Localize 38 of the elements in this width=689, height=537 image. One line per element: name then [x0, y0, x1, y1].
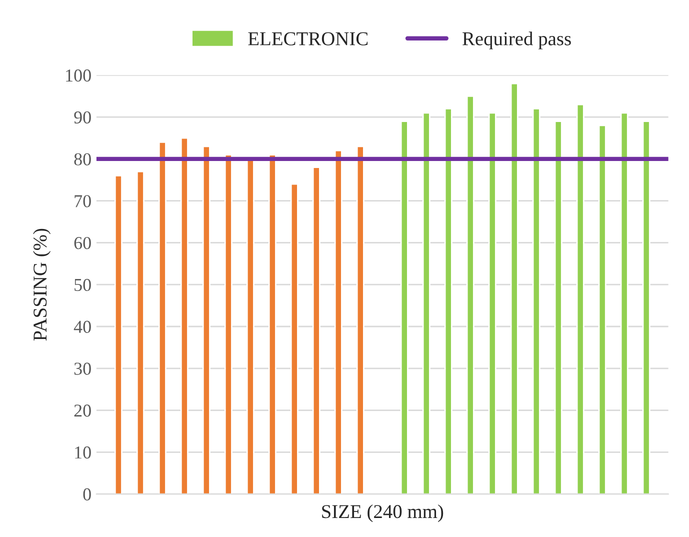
bar [466, 95, 474, 494]
bar [202, 146, 210, 494]
bar [290, 183, 298, 494]
bar [422, 112, 430, 494]
bar [576, 104, 584, 494]
y-tick-label: 100 [66, 69, 91, 82]
bar [620, 112, 628, 494]
bar [598, 124, 606, 494]
bar [114, 175, 122, 494]
y-tick-label: 10 [75, 446, 91, 459]
y-tick-label: 90 [74, 111, 91, 124]
bar [488, 112, 496, 494]
bar [510, 82, 518, 494]
bar [158, 142, 166, 494]
bar [224, 154, 232, 494]
bar [268, 154, 276, 494]
bar [642, 120, 650, 494]
y-tick-label: 60 [74, 236, 91, 250]
bar [400, 120, 408, 494]
bar [180, 137, 188, 494]
y-tick-label: 70 [74, 195, 91, 208]
y-tick-label: 40 [74, 320, 91, 333]
y-tick-label: 80 [74, 153, 91, 166]
bar [554, 120, 562, 494]
x-axis-title: SIZE (240 mm) [322, 504, 444, 522]
y-tick-label: 20 [74, 404, 91, 417]
bar [444, 108, 452, 494]
bar [356, 146, 364, 494]
legend-label: ELECTRONIC [248, 32, 368, 46]
y-tick-label: 50 [74, 278, 91, 292]
y-tick-label: 30 [74, 362, 91, 375]
bar [312, 166, 320, 494]
bar [532, 108, 540, 494]
y-tick-label: 0 [83, 488, 91, 500]
bar [334, 150, 342, 494]
y-axis-title: PASSING (%) [32, 228, 51, 341]
bar [136, 170, 144, 494]
legend-label: Required pass [462, 32, 571, 50]
